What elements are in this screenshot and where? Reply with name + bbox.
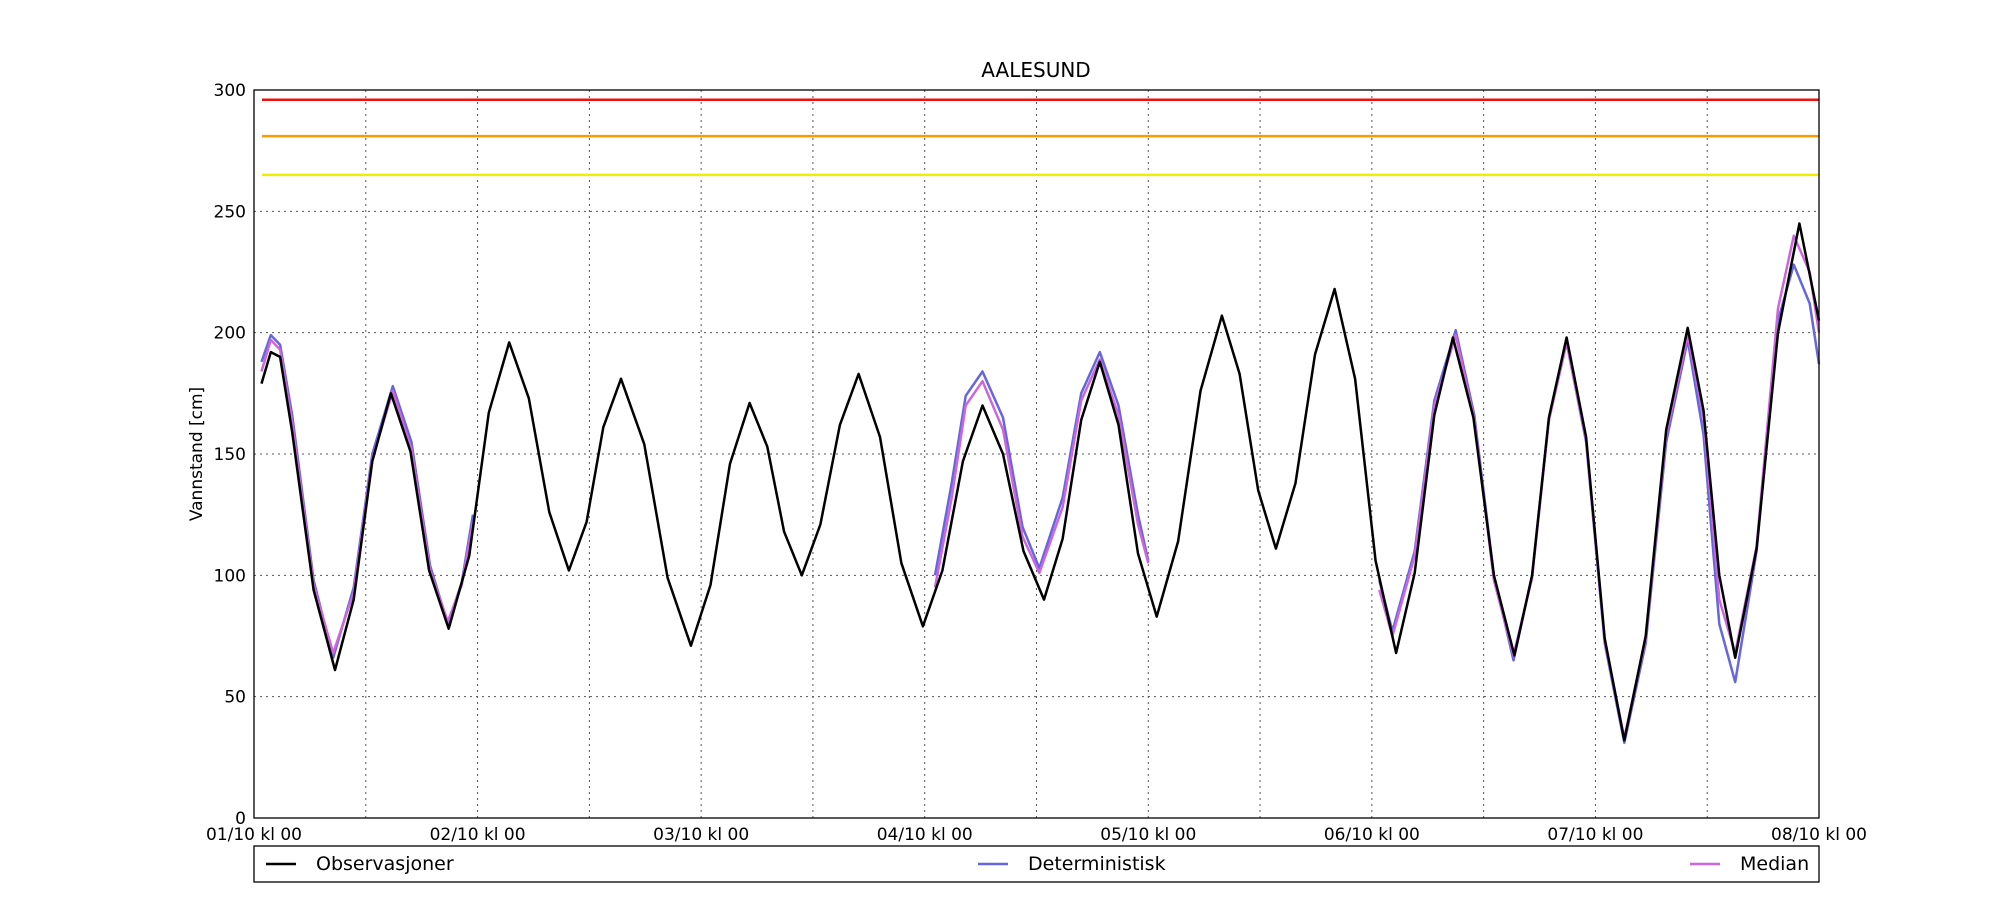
- y-tick-label: 150: [214, 445, 246, 465]
- x-tick-label: 06/10 kl 00: [1324, 825, 1420, 845]
- x-tick-label: 08/10 kl 00: [1771, 825, 1867, 845]
- series-line: [260, 263, 1821, 745]
- x-tick-label: 02/10 kl 00: [430, 825, 526, 845]
- x-tick-label: 01/10 kl 00: [206, 825, 302, 845]
- y-tick-label: 50: [224, 688, 246, 708]
- chart-title: AALESUND: [981, 58, 1090, 82]
- series-line: [260, 234, 1821, 740]
- plot-frame: [253, 89, 1820, 819]
- y-tick-label: 300: [214, 81, 246, 101]
- legend-box: [253, 845, 1820, 883]
- y-tick-label: 250: [214, 202, 246, 222]
- legend-label: Median: [1740, 853, 1809, 875]
- legend-label: Observasjoner: [316, 853, 454, 875]
- x-tick-label: 05/10 kl 00: [1100, 825, 1196, 845]
- x-tick-label: 07/10 kl 00: [1547, 825, 1643, 845]
- series-line: [260, 222, 1821, 742]
- legend-label: Deterministisk: [1028, 853, 1166, 875]
- y-tick-label: 200: [214, 324, 246, 344]
- y-tick-label: 100: [214, 566, 246, 586]
- x-tick-label: 03/10 kl 00: [653, 825, 749, 845]
- y-tick-label: 0: [235, 809, 246, 829]
- y-axis-label: Vannstand [cm]: [187, 387, 207, 521]
- x-tick-label: 04/10 kl 00: [877, 825, 973, 845]
